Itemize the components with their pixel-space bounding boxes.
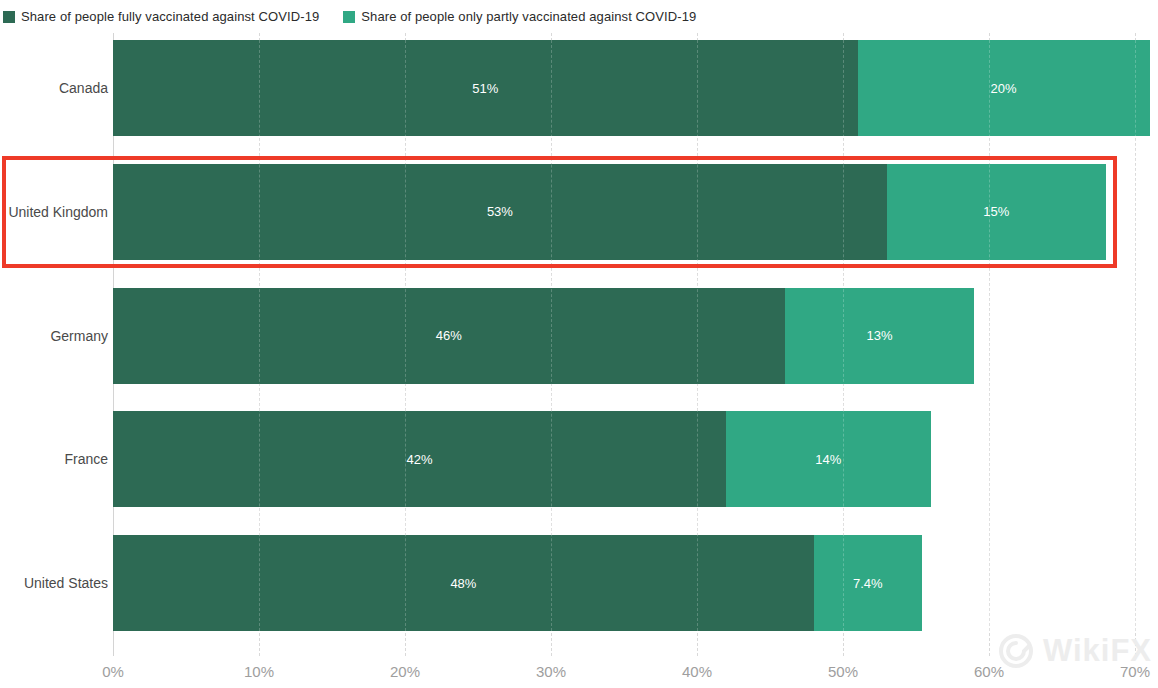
x-tick-label-0: 0% [102,663,124,680]
gridline-overlay-60 [989,40,990,631]
gridline-overlay-50 [843,40,844,631]
bar-segment-partly-united-states: 7.4% [814,535,922,631]
x-tick-label-30: 30% [536,663,566,680]
bar-value-label: 42% [407,452,433,467]
gridline-overlay-40 [697,40,698,631]
legend-item-partly: Share of people only partly vaccinated a… [343,9,696,24]
bar-value-label: 51% [472,81,498,96]
bar-value-label: 13% [866,328,892,343]
gridline-overlay-10 [259,40,260,631]
x-tick-label-10: 10% [244,663,274,680]
bar-segment-fully-germany: 46% [113,288,785,384]
gridline-overlay-70 [1135,40,1136,631]
legend-swatch-partly-icon [343,11,355,23]
gridline-overlay-20 [405,40,406,631]
bar-value-label: 48% [450,576,476,591]
x-tick-label-60: 60% [974,663,1004,680]
category-label-canada: Canada [0,40,108,136]
legend-label-partly: Share of people only partly vaccinated a… [361,9,696,24]
bar-value-label: 7.4% [853,576,883,591]
bar-value-label: 46% [436,328,462,343]
category-label-france: France [0,411,108,507]
bar-value-label: 14% [815,452,841,467]
bar-segment-partly-germany: 13% [785,288,975,384]
category-label-germany: Germany [0,288,108,384]
bar-segment-fully-united-states: 48% [113,535,814,631]
chart-canvas: Share of people fully vaccinated against… [0,0,1158,688]
bar-value-label: 53% [487,204,513,219]
bar-segment-partly-france: 14% [726,411,930,507]
legend-item-fully: Share of people fully vaccinated against… [3,9,319,24]
bar-segment-fully-united-kingdom: 53% [113,164,887,260]
bar-segment-fully-france: 42% [113,411,726,507]
bar-segment-partly-united-kingdom: 15% [887,164,1106,260]
gridline-overlay-30 [551,40,552,631]
bar-value-label: 15% [983,204,1009,219]
x-tick-label-20: 20% [390,663,420,680]
legend-swatch-fully-icon [3,11,15,23]
x-tick-label-40: 40% [682,663,712,680]
legend: Share of people fully vaccinated against… [3,9,696,24]
category-label-united-kingdom: United Kingdom [0,164,108,260]
legend-label-fully: Share of people fully vaccinated against… [21,9,319,24]
x-tick-label-70: 70% [1120,663,1150,680]
x-tick-label-50: 50% [828,663,858,680]
bar-segment-fully-canada: 51% [113,40,858,136]
bar-segment-partly-canada: 20% [858,40,1150,136]
category-label-united-states: United States [0,535,108,631]
bar-value-label: 20% [991,81,1017,96]
